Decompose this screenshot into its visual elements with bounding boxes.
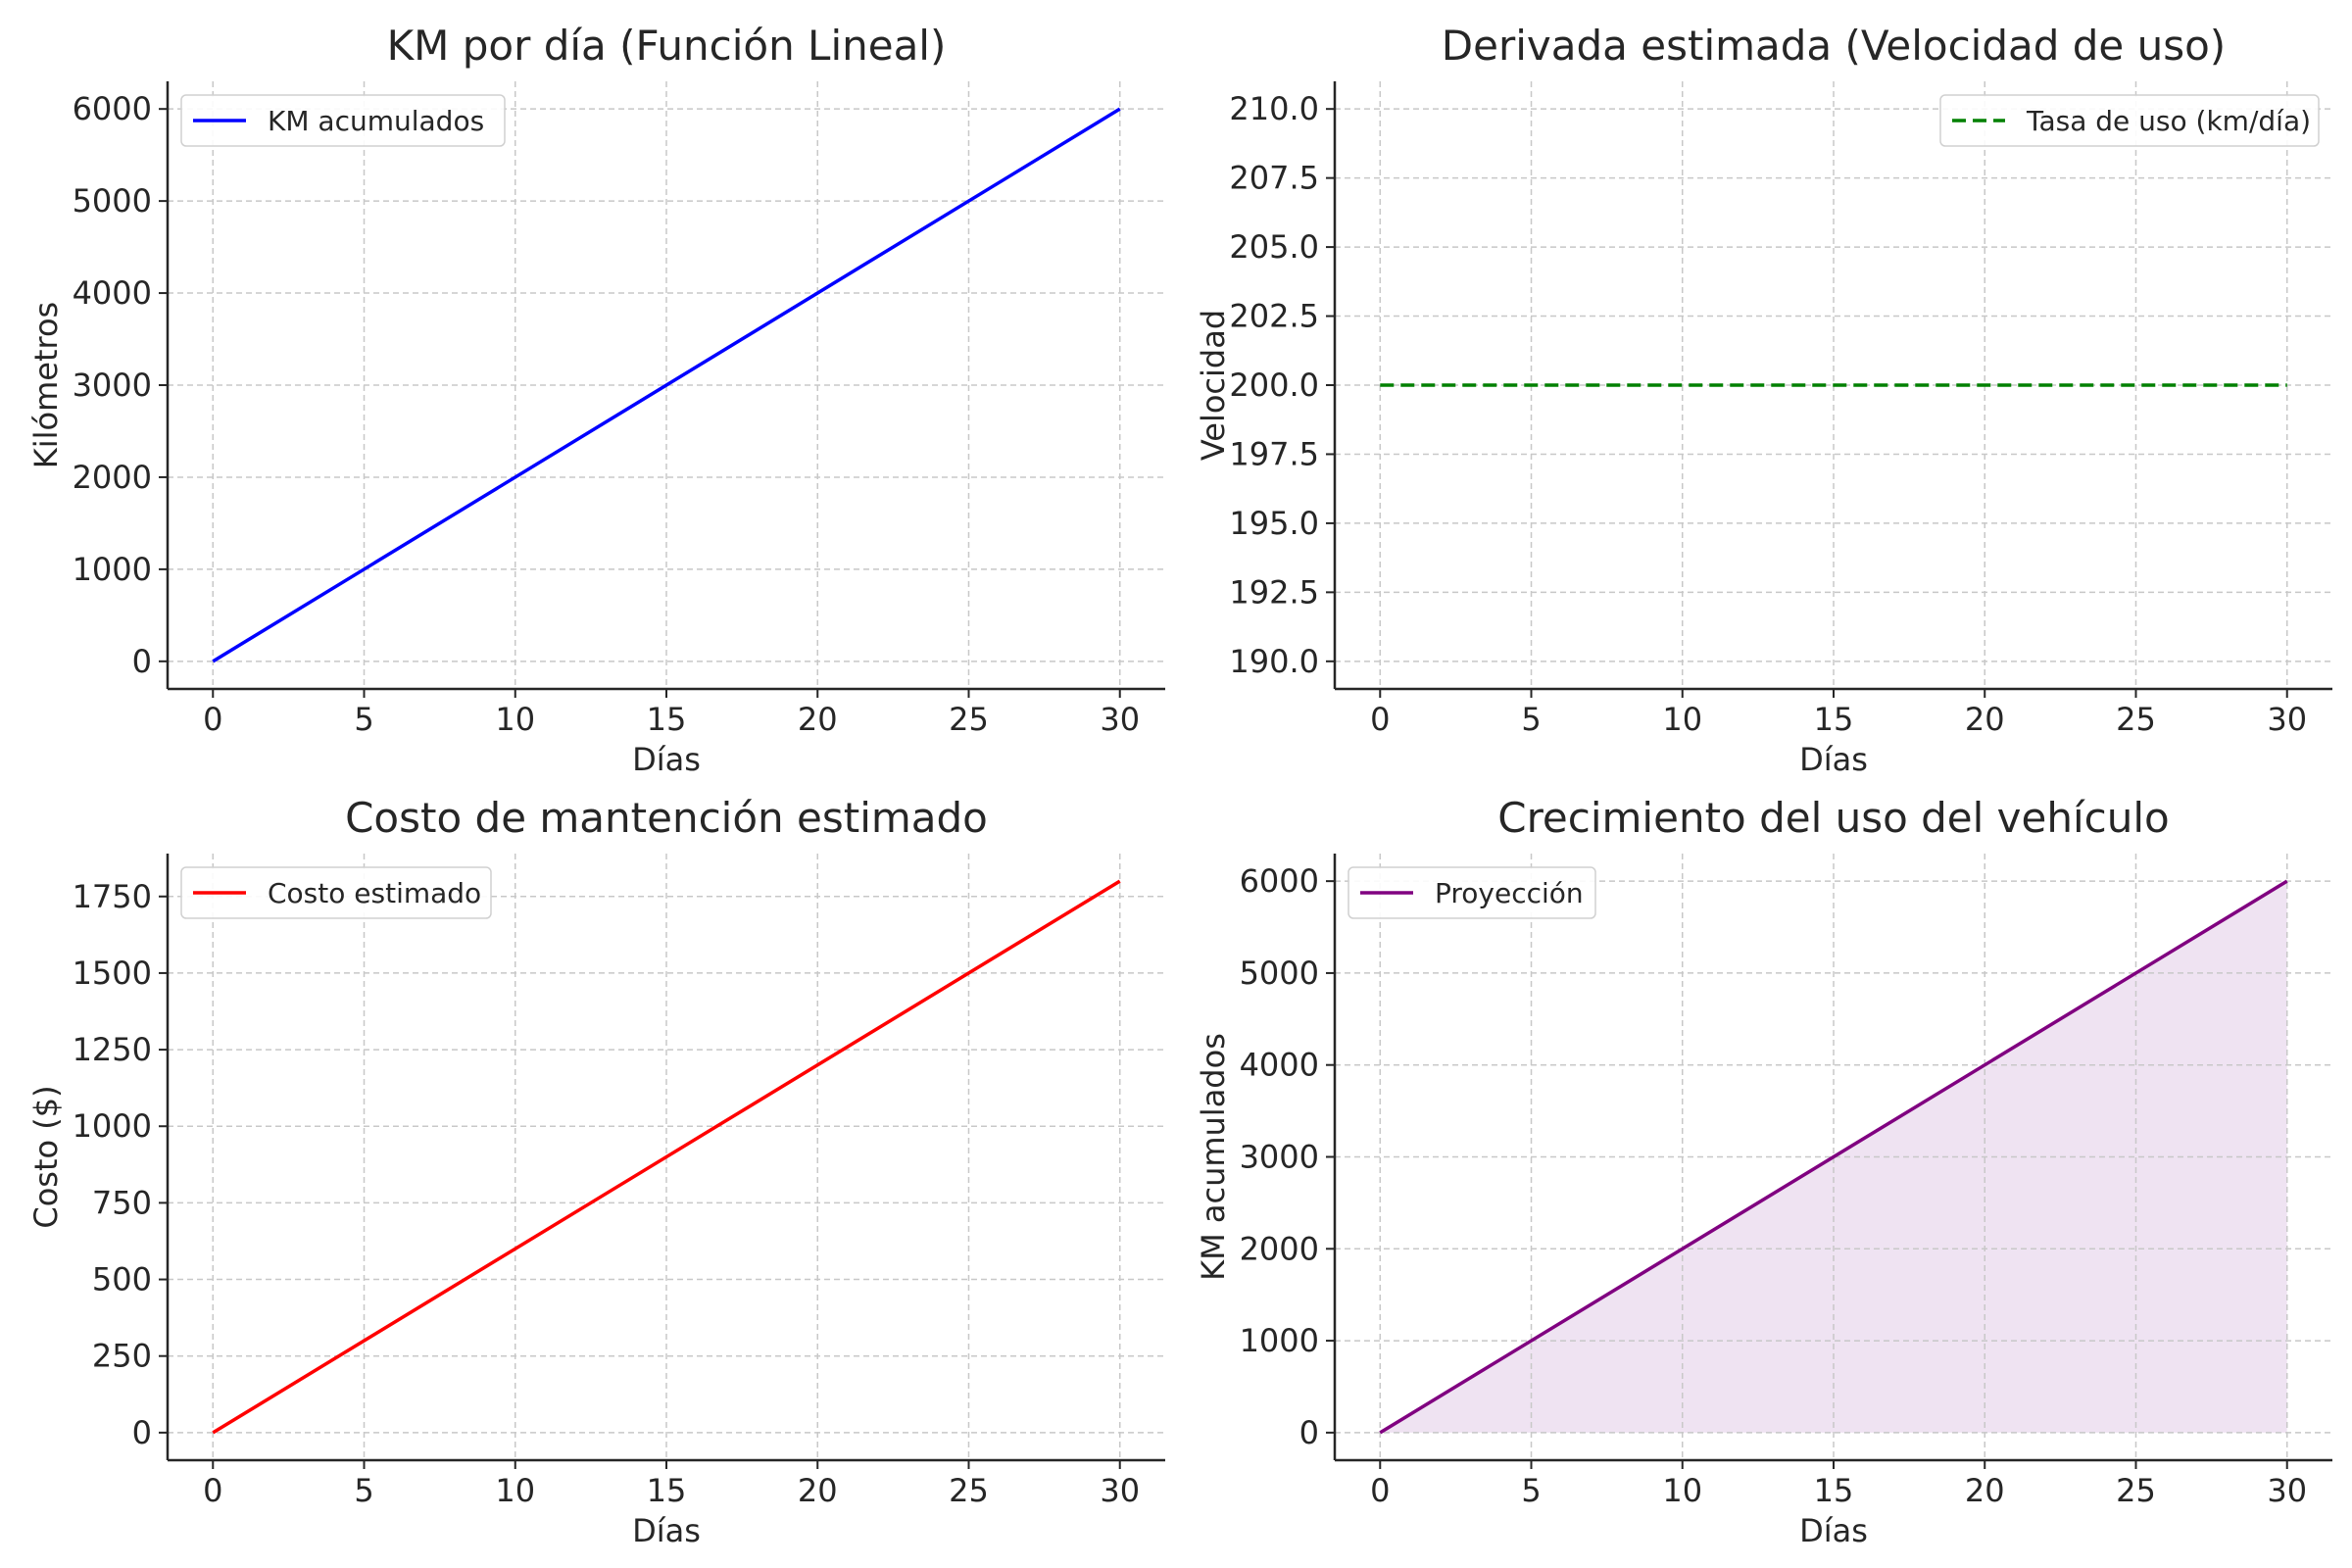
x-axis-label: Días [632,741,701,778]
x-tick-label: 0 [1370,1472,1390,1509]
x-tick-label: 15 [1814,1472,1854,1509]
legend-box [180,94,506,147]
y-tick-label: 197.5 [1229,435,1319,472]
y-tick-label: 210.0 [1229,90,1319,127]
x-tick-label: 10 [495,1472,535,1509]
y-tick-label: 1000 [73,1107,152,1145]
legend-box [1348,866,1596,919]
y-tick-label: 190.0 [1229,643,1319,680]
legend-box [180,866,492,919]
x-tick-label: 10 [1662,1472,1702,1509]
subplot-1: 0 5 10 15 20 25 30 0 1000 2000 3000 4000 5000 6000 KM … [27,22,1165,778]
x-tick-label: 15 [647,701,687,738]
chart-title: Derivada estimada (Velocidad de uso) [1442,22,2226,70]
x-tick-label: 10 [1662,701,1702,738]
x-axis-label: Días [1799,741,1868,778]
x-tick-label: 30 [1100,1472,1140,1509]
y-tick-label: 207.5 [1229,160,1319,197]
legend: Proyección [1348,866,1596,919]
chart-title: Crecimiento del uso del vehículo [1497,794,2169,842]
x-tick-label: 30 [2267,1472,2307,1509]
y-tick-label: 1000 [73,551,152,588]
chart-title: Costo de mantención estimado [345,794,988,842]
x-tick-label: 20 [1965,1472,2005,1509]
y-tick-label: 2000 [1240,1230,1319,1267]
chart-title: KM por día (Función Lineal) [387,22,947,70]
y-tick-label: 1250 [73,1031,152,1068]
legend: Costo estimado [180,866,492,919]
x-tick-label: 10 [495,701,535,738]
legend-box [1939,94,2320,147]
y-tick-label: 1500 [73,955,152,992]
y-tick-label: 6000 [1240,862,1319,900]
legend-label: KM acumulados [268,105,484,137]
legend-label: Proyección [1435,877,1584,909]
y-tick-label: 202.5 [1229,298,1319,335]
x-tick-label: 20 [798,1472,838,1509]
series-line [212,879,1121,1435]
x-tick-label: 30 [1100,701,1140,738]
x-tick-label: 5 [1521,701,1541,738]
y-tick-label: 205.0 [1229,228,1319,266]
x-tick-label: 0 [203,1472,222,1509]
x-tick-label: 0 [203,701,222,738]
x-tick-label: 5 [354,1472,373,1509]
x-axis-label: Días [632,1512,701,1549]
y-tick-label: 5000 [1240,955,1319,992]
y-tick-label: 200.0 [1229,367,1319,404]
subplot-2: 0 5 10 15 20 25 30 190.0 192.5 195.0 197.5 200.0 202… [1195,22,2332,778]
y-axis-label: KM acumulados [1195,1033,1232,1281]
y-tick-label: 4000 [73,274,152,312]
x-tick-label: 0 [1370,701,1390,738]
y-tick-label: 1000 [1240,1322,1319,1359]
y-tick-label: 195.0 [1229,505,1319,542]
legend-label: Tasa de uso (km/día) [2026,105,2311,137]
x-tick-label: 20 [1965,701,2005,738]
x-tick-label: 20 [798,701,838,738]
y-tick-label: 3000 [1240,1139,1319,1176]
y-axis-label: Velocidad [1195,310,1232,461]
x-tick-label: 15 [647,1472,687,1509]
series-line [1379,879,2288,1435]
y-tick-label: 5000 [73,182,152,220]
x-tick-label: 25 [949,1472,989,1509]
y-tick-label: 2000 [73,459,152,496]
series-line [212,107,1121,663]
x-tick-label: 25 [2116,701,2156,738]
y-tick-label: 0 [132,643,152,680]
x-tick-label: 5 [1521,1472,1541,1509]
x-axis-label: Días [1799,1512,1868,1549]
legend: KM acumulados [180,94,506,147]
y-tick-label: 192.5 [1229,573,1319,611]
x-tick-label: 30 [2267,701,2307,738]
legend: Tasa de uso (km/día) [1939,94,2320,147]
y-tick-label: 1750 [73,878,152,915]
y-tick-label: 0 [132,1414,152,1451]
y-axis-label: Kilómetros [27,302,65,468]
subplot-4: 0 5 10 15 20 25 30 0 1000 2000 3000 4000 5000 6000 Cre… [1195,794,2332,1549]
y-tick-label: 500 [92,1261,152,1298]
subplot-3: 0 5 10 15 20 25 30 0 250 500 750 1000 1250 1500 1750 Co… [27,794,1165,1549]
y-tick-label: 4000 [1240,1047,1319,1084]
y-tick-label: 3000 [73,367,152,404]
y-tick-label: 0 [1299,1414,1319,1451]
x-tick-label: 15 [1814,701,1854,738]
y-tick-label: 750 [92,1184,152,1221]
x-tick-label: 25 [949,701,989,738]
y-tick-label: 250 [92,1338,152,1375]
y-tick-label: 6000 [73,90,152,127]
x-tick-label: 25 [2116,1472,2156,1509]
legend-label: Costo estimado [268,877,481,909]
x-tick-label: 5 [354,701,373,738]
y-axis-label: Costo ($) [27,1085,65,1228]
